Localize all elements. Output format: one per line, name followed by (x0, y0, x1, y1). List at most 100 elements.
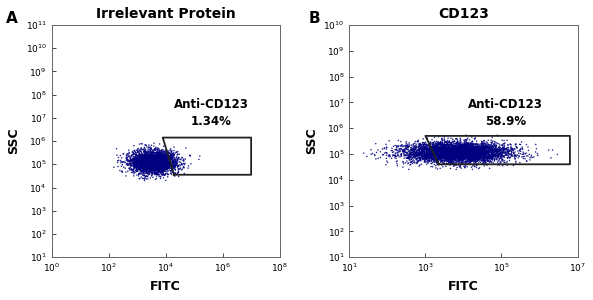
Point (146, 165, 156, 170)
Point (469, 142, 479, 147)
Point (435, 146, 444, 151)
Point (411, 150, 420, 155)
Point (149, 160, 159, 165)
Point (490, 158, 499, 163)
Point (467, 141, 477, 146)
Point (427, 154, 436, 159)
Point (471, 147, 481, 152)
Point (457, 152, 467, 156)
Point (448, 150, 458, 154)
Point (140, 161, 149, 166)
Point (135, 163, 144, 167)
Point (149, 160, 158, 164)
Point (490, 139, 499, 144)
Point (483, 149, 492, 154)
Point (429, 147, 439, 152)
Point (152, 166, 162, 171)
Point (161, 172, 170, 177)
Point (139, 165, 149, 170)
Point (474, 150, 483, 154)
Point (154, 164, 163, 169)
Point (483, 138, 493, 143)
Point (152, 155, 161, 160)
Point (150, 171, 160, 176)
Point (169, 148, 178, 153)
Point (474, 150, 483, 155)
Point (142, 155, 152, 160)
Point (463, 148, 473, 153)
Point (438, 148, 447, 153)
Point (388, 150, 397, 155)
Point (144, 157, 153, 161)
Point (466, 148, 476, 153)
Point (471, 146, 481, 150)
Point (449, 154, 458, 158)
Point (478, 152, 487, 157)
Point (132, 169, 142, 174)
Point (410, 150, 419, 155)
Point (130, 163, 139, 167)
Point (468, 153, 477, 158)
Point (491, 162, 500, 167)
Point (137, 169, 146, 174)
Point (439, 147, 448, 152)
Point (143, 150, 152, 155)
Point (433, 148, 443, 153)
Point (496, 150, 506, 155)
Point (470, 156, 479, 161)
Point (507, 150, 517, 155)
Point (451, 148, 461, 152)
Point (474, 152, 483, 157)
Point (478, 142, 487, 147)
Point (417, 155, 426, 160)
Point (467, 158, 476, 162)
Point (433, 156, 442, 161)
Point (149, 160, 159, 164)
Point (154, 163, 164, 167)
Point (476, 147, 486, 152)
Point (139, 157, 148, 162)
Point (442, 148, 452, 153)
Point (441, 153, 451, 158)
Point (465, 156, 474, 161)
Point (154, 161, 163, 166)
Point (425, 147, 434, 152)
Point (493, 160, 502, 164)
Point (476, 160, 485, 165)
Point (148, 165, 158, 170)
Point (155, 164, 165, 169)
Point (420, 156, 429, 161)
Point (449, 155, 459, 160)
Point (420, 152, 430, 156)
Point (146, 158, 155, 163)
Point (462, 148, 471, 153)
Point (442, 152, 451, 157)
Point (439, 153, 448, 158)
Point (437, 158, 447, 162)
Point (136, 159, 145, 164)
Point (473, 155, 483, 160)
Point (153, 160, 162, 164)
Point (429, 157, 438, 162)
Point (152, 166, 162, 170)
Point (139, 163, 149, 168)
Point (425, 152, 434, 157)
Point (445, 145, 455, 150)
Point (145, 167, 155, 171)
Point (477, 142, 486, 147)
Point (406, 157, 416, 162)
Point (484, 146, 494, 150)
Point (135, 169, 145, 174)
Point (129, 156, 139, 161)
Point (156, 170, 165, 175)
Point (461, 159, 470, 164)
Point (442, 150, 452, 154)
Point (448, 151, 458, 156)
Point (149, 156, 158, 161)
Point (474, 152, 483, 157)
Point (164, 160, 174, 164)
Point (438, 139, 447, 143)
Point (474, 147, 484, 152)
Point (145, 155, 154, 160)
Point (433, 151, 443, 156)
